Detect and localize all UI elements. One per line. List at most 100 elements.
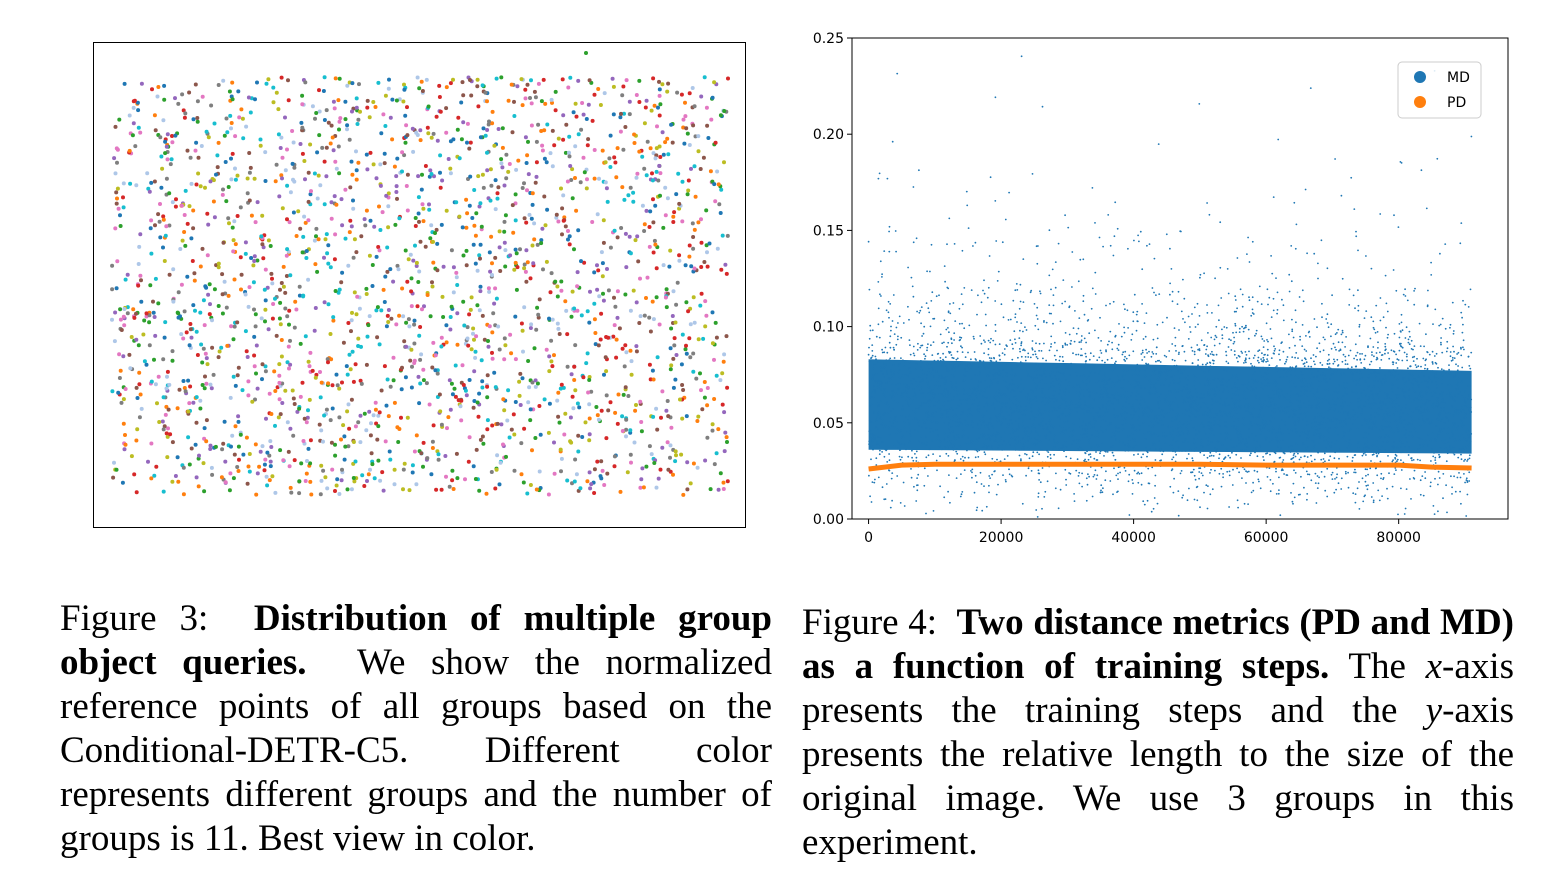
reference-point <box>556 326 561 331</box>
md-point <box>1076 439 1079 442</box>
reference-point <box>203 185 207 190</box>
reference-point <box>354 149 358 154</box>
md-point <box>1324 338 1326 341</box>
reference-point <box>685 460 690 465</box>
reference-point <box>121 195 125 200</box>
reference-point <box>365 479 369 483</box>
reference-point <box>612 228 617 233</box>
reference-point <box>158 135 163 140</box>
reference-point <box>116 390 121 395</box>
md-point <box>1426 401 1429 403</box>
md-point <box>1436 435 1439 438</box>
reference-point <box>386 320 391 324</box>
md-point <box>993 470 996 473</box>
md-point <box>1179 377 1181 380</box>
reference-point <box>303 479 308 483</box>
md-point <box>1337 434 1339 436</box>
reference-point <box>579 313 584 318</box>
reference-point <box>273 490 278 495</box>
reference-point <box>526 139 530 144</box>
reference-point <box>260 377 264 382</box>
reference-point <box>713 140 718 145</box>
reference-point <box>505 418 510 423</box>
reference-point <box>620 346 625 351</box>
reference-point <box>540 226 545 231</box>
reference-point <box>718 211 723 215</box>
reference-point <box>439 422 444 427</box>
md-point <box>1321 316 1323 319</box>
md-point <box>932 430 934 433</box>
md-point <box>1177 405 1180 408</box>
reference-point <box>611 334 616 339</box>
reference-point <box>135 100 140 105</box>
md-point <box>1048 274 1051 277</box>
reference-point <box>405 279 410 284</box>
reference-point <box>198 398 203 403</box>
md-point <box>875 420 878 423</box>
md-point <box>1012 299 1015 302</box>
md-point <box>994 407 996 410</box>
reference-point <box>563 411 568 416</box>
md-point <box>884 395 887 398</box>
reference-point <box>713 199 718 204</box>
reference-point <box>191 226 196 231</box>
reference-point <box>255 471 260 476</box>
md-point <box>1445 372 1448 374</box>
reference-point <box>334 166 339 171</box>
reference-point <box>292 165 297 170</box>
reference-point <box>576 433 581 438</box>
reference-point <box>317 109 322 114</box>
md-point <box>979 372 981 375</box>
md-point <box>1169 293 1171 296</box>
md-point <box>1373 355 1375 358</box>
reference-point <box>303 80 308 85</box>
reference-point <box>328 141 333 146</box>
md-point <box>998 392 1001 394</box>
reference-point <box>488 269 493 274</box>
md-point <box>1064 343 1067 346</box>
reference-point <box>439 335 444 340</box>
reference-point <box>495 453 500 458</box>
reference-point <box>685 487 690 492</box>
md-point <box>1265 360 1267 363</box>
reference-point <box>553 279 558 284</box>
md-point <box>1231 425 1233 428</box>
md-point <box>1384 374 1386 377</box>
reference-point <box>650 178 655 183</box>
md-point <box>1459 448 1462 450</box>
md-point <box>1390 382 1393 385</box>
reference-point <box>581 155 586 160</box>
reference-point <box>187 401 192 406</box>
md-point <box>881 486 884 489</box>
reference-point <box>473 233 478 238</box>
md-point <box>1033 443 1036 446</box>
reference-point <box>382 364 387 369</box>
reference-point <box>623 343 628 348</box>
reference-point <box>136 283 141 288</box>
reference-point <box>328 332 333 336</box>
reference-point <box>198 310 203 315</box>
md-point <box>868 443 870 445</box>
md-point <box>1031 348 1034 351</box>
reference-point <box>647 225 652 229</box>
md-point <box>1153 497 1156 499</box>
md-point <box>1448 364 1450 366</box>
md-point <box>1112 445 1114 448</box>
md-point <box>1087 458 1090 461</box>
reference-point <box>618 489 623 494</box>
md-point <box>1225 380 1228 383</box>
reference-point <box>394 184 399 189</box>
reference-point <box>518 371 523 376</box>
md-point <box>1111 341 1113 344</box>
reference-point <box>193 82 198 87</box>
md-point <box>940 413 943 416</box>
md-point <box>1423 375 1426 377</box>
reference-point <box>308 438 313 443</box>
reference-point <box>199 144 204 148</box>
md-point <box>1266 288 1269 291</box>
reference-point <box>525 260 530 265</box>
md-point <box>1195 429 1197 431</box>
reference-point <box>181 336 186 341</box>
reference-point <box>584 361 589 366</box>
reference-point <box>339 197 344 202</box>
